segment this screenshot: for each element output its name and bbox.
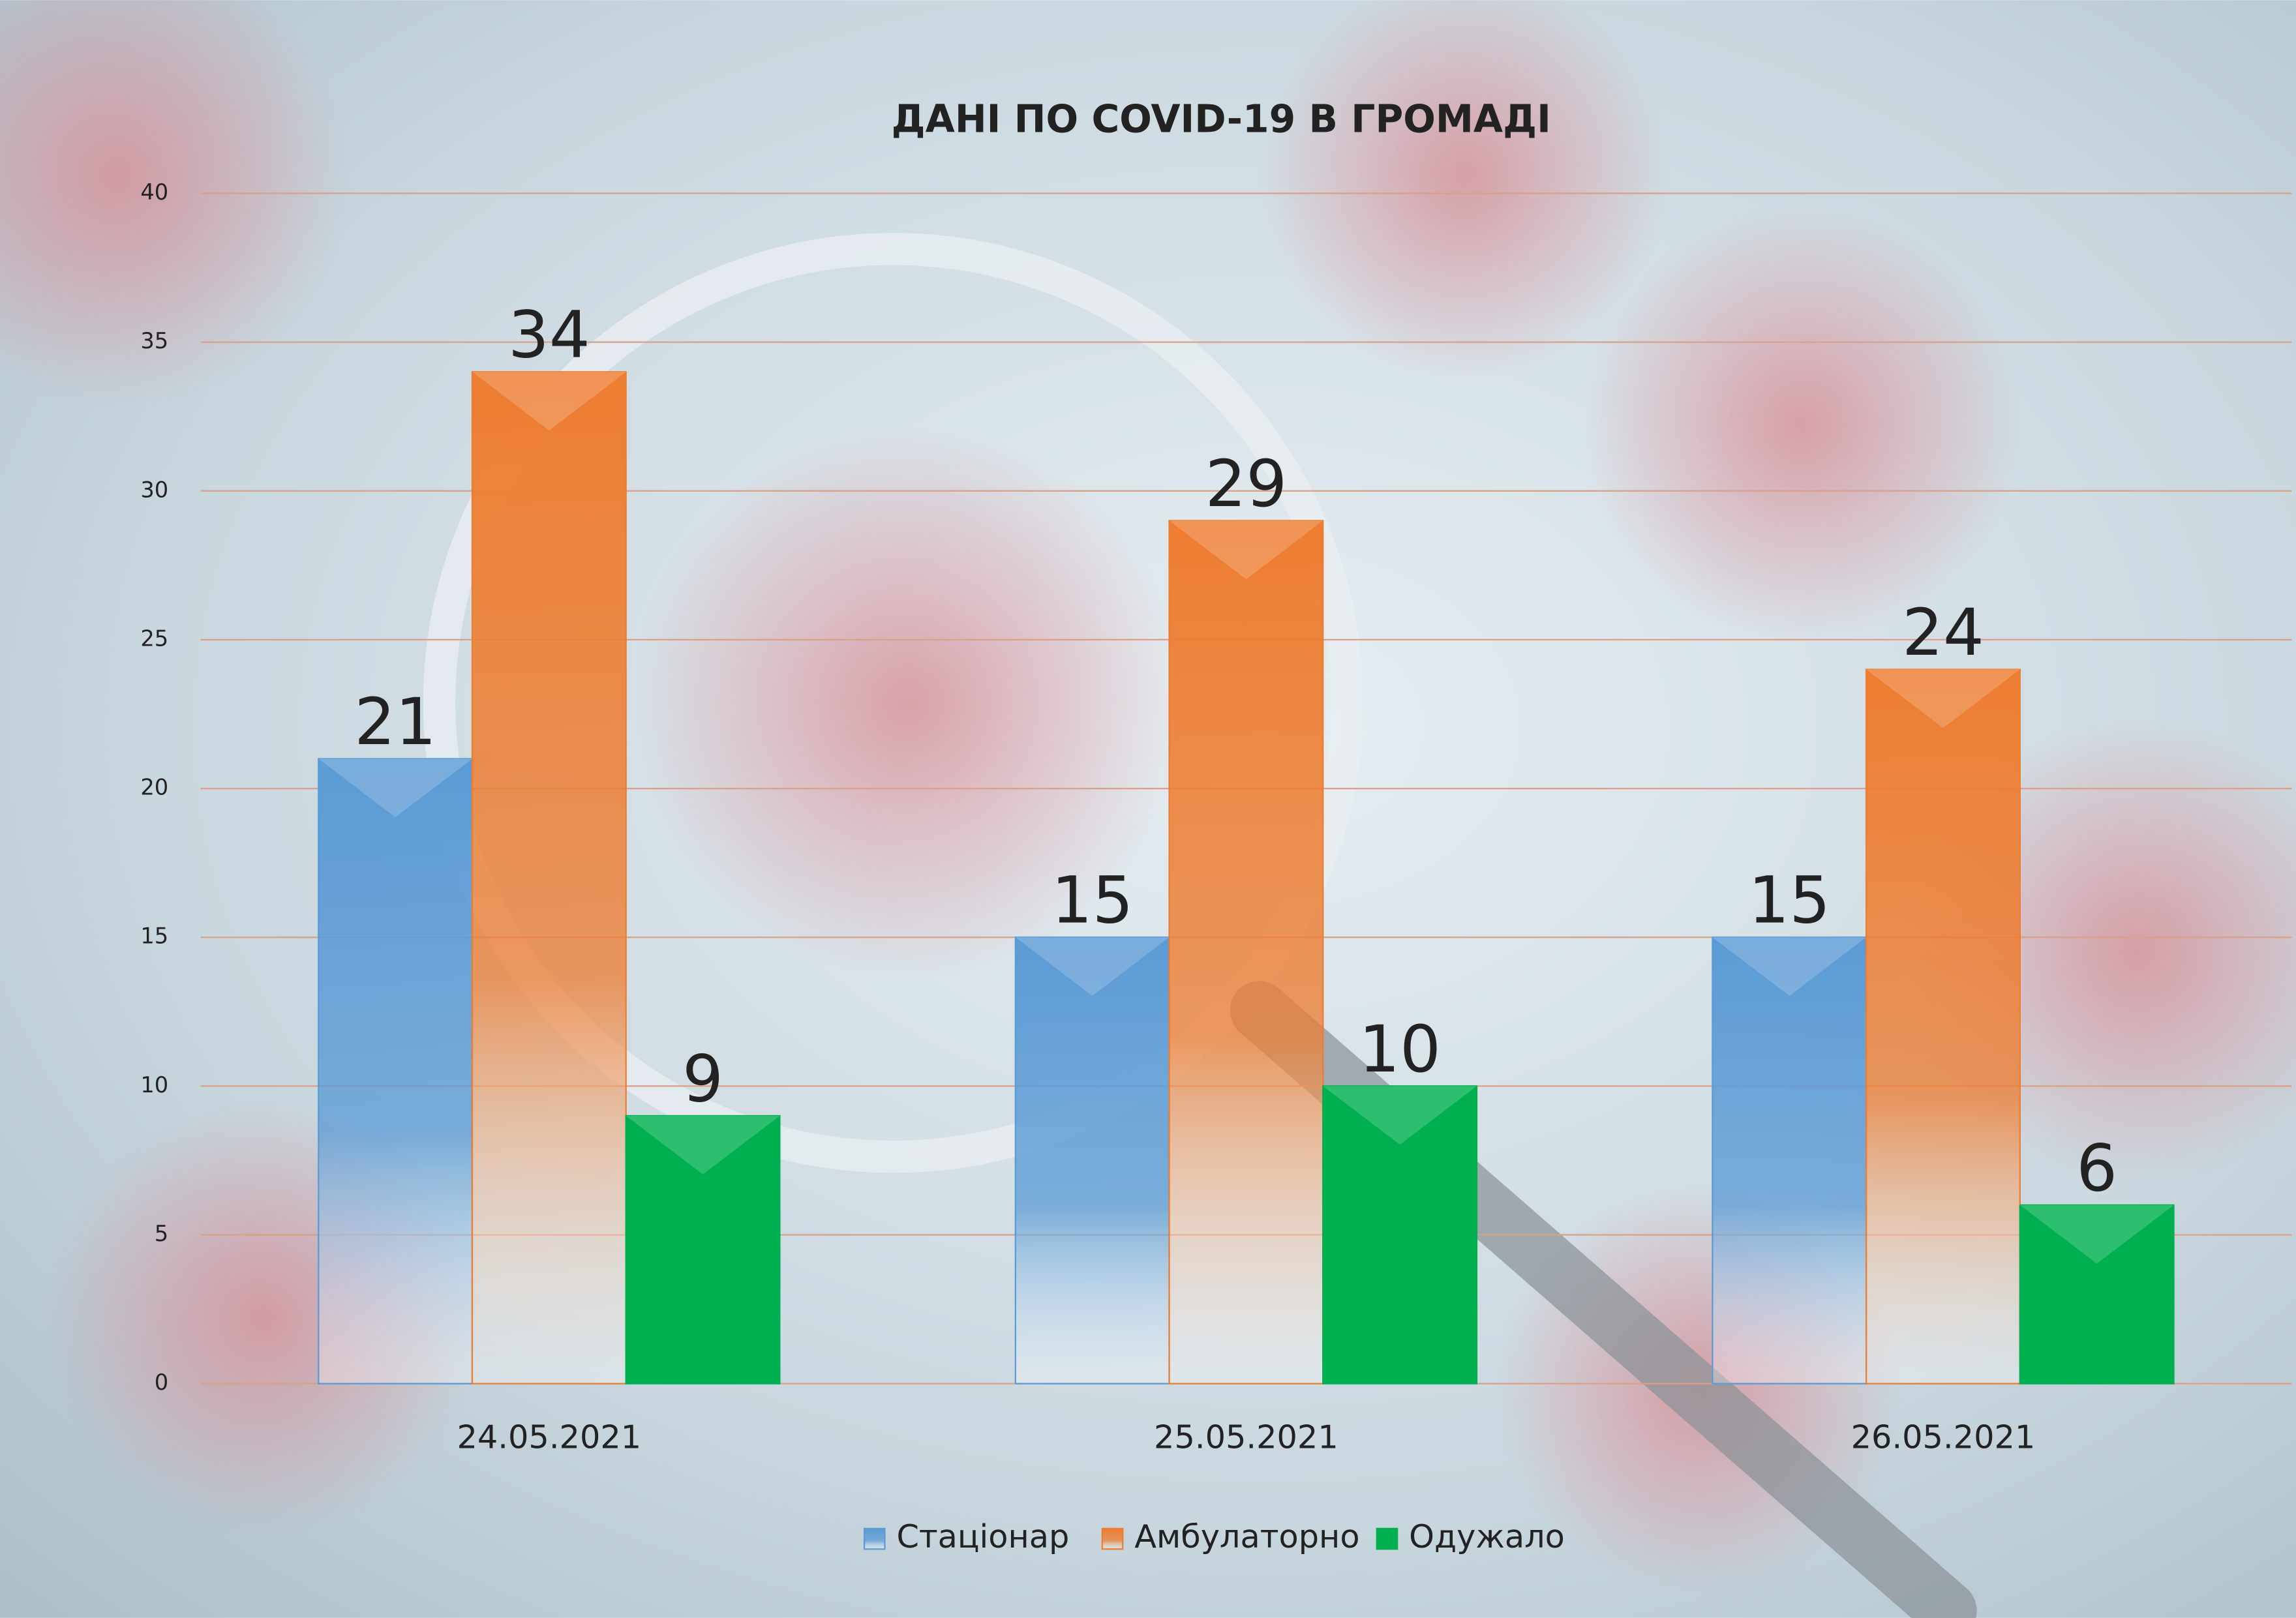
bar: [1865, 668, 2021, 1385]
bar: [1322, 1085, 1478, 1385]
bar-bevel: [1712, 937, 1867, 996]
data-label: 29: [1205, 447, 1288, 522]
bar-bevel: [626, 1115, 780, 1175]
data-label: 6: [2076, 1131, 2117, 1206]
bar: [318, 758, 474, 1385]
legend-swatch: [1101, 1527, 1124, 1550]
y-tick-label: 35: [140, 328, 168, 353]
bar-bevel: [2019, 1205, 2174, 1264]
legend-swatch: [863, 1527, 886, 1550]
legend-label: Амбулаторно: [1134, 1518, 1359, 1555]
bar-bevel: [318, 758, 472, 818]
data-label: 9: [682, 1041, 723, 1116]
bar-bevel: [1169, 520, 1323, 580]
y-tick-label: 10: [140, 1072, 168, 1098]
x-tick-label: 26.05.2021: [1851, 1418, 2036, 1456]
y-tick-label: 15: [140, 923, 168, 949]
bar-bevel: [1323, 1086, 1477, 1145]
bar: [1168, 520, 1324, 1385]
bar: [625, 1115, 781, 1385]
data-label: 21: [354, 685, 436, 760]
legend-label: Одужало: [1409, 1518, 1565, 1555]
legend-swatch: [1376, 1527, 1398, 1550]
y-tick-label: 30: [140, 477, 168, 502]
data-label: 15: [1748, 863, 1830, 938]
data-label: 10: [1359, 1012, 1441, 1087]
data-label: 15: [1051, 863, 1134, 938]
data-label: 34: [508, 298, 590, 373]
chart-title: ДАНІ ПО COVID-19 В ГРОМАДІ: [892, 97, 1551, 142]
x-tick-label: 24.05.2021: [457, 1418, 641, 1456]
y-tick-label: 25: [140, 625, 168, 651]
y-tick-label: 0: [155, 1370, 168, 1395]
x-tick-label: 25.05.2021: [1154, 1418, 1338, 1456]
bar-bevel: [1866, 669, 2020, 728]
bar: [1712, 936, 1867, 1385]
bar-bevel: [1015, 937, 1170, 996]
y-tick-label: 5: [155, 1221, 168, 1246]
legend-label: Стаціонар: [896, 1518, 1069, 1555]
y-tick-label: 20: [140, 775, 168, 800]
data-label: 24: [1902, 595, 1984, 670]
bar-bevel: [472, 372, 626, 431]
bar: [1014, 936, 1170, 1385]
y-tick-label: 40: [140, 179, 168, 205]
bar: [471, 371, 627, 1385]
bar: [2019, 1204, 2175, 1385]
